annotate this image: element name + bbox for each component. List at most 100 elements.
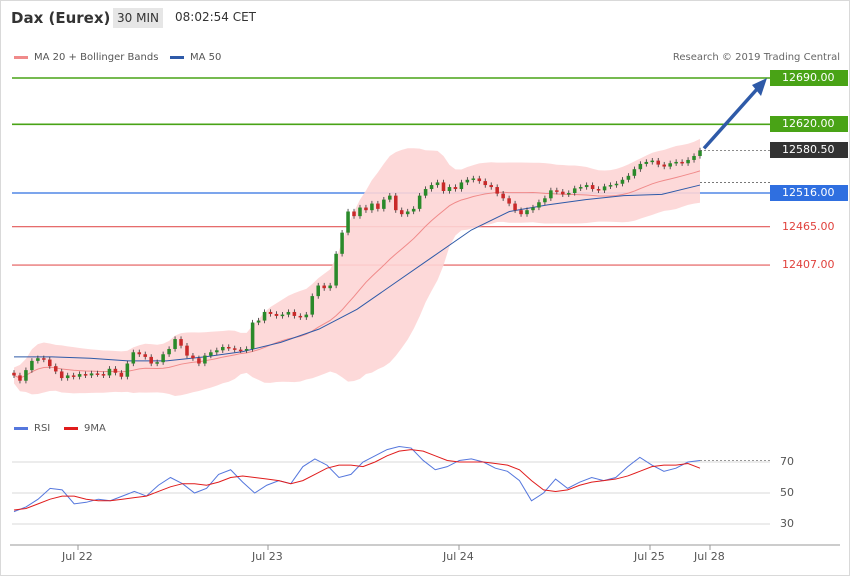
price-tag: 12620.00 [770, 116, 848, 133]
candle-body [417, 195, 422, 209]
candle-body [656, 160, 661, 165]
candle-body [489, 185, 493, 188]
candle-body [59, 371, 64, 379]
credit-text: Research © 2019 Trading Central [672, 52, 840, 63]
candle-body [203, 355, 207, 364]
candle-body [525, 210, 529, 215]
candle-body [501, 193, 505, 199]
candle-body [608, 185, 613, 187]
candle-body [65, 375, 70, 379]
candle-body [393, 195, 398, 211]
candle-body [483, 181, 488, 186]
legend-rsi: RSI [14, 423, 50, 434]
candle-body [596, 189, 601, 191]
candle-body [334, 253, 338, 286]
candle-body [423, 189, 428, 196]
candle-body [316, 285, 321, 297]
rsi-axis-label: 30 [780, 517, 794, 530]
chart-header: Dax (Eurex) 30 MIN 08:02:54 CET [0, 0, 850, 36]
candle-body [209, 352, 213, 356]
candle-body [555, 190, 559, 192]
candle-body [620, 179, 625, 184]
instrument-title: Dax (Eurex) [11, 9, 111, 27]
candle-body [232, 348, 237, 350]
candle-body [376, 203, 380, 209]
candle-body [137, 352, 142, 355]
candle-body [543, 198, 547, 203]
x-axis-label: Jul 25 [634, 550, 665, 563]
interval-selector[interactable]: 30 MIN [113, 8, 163, 28]
candle-body [101, 374, 106, 376]
candle-body [119, 372, 124, 377]
legend-bollinger: MA 20 + Bollinger Bands [14, 52, 158, 63]
candle-body [310, 296, 315, 315]
candle-body [298, 315, 303, 318]
candle-body [537, 202, 541, 208]
bollinger-swatch [14, 55, 28, 59]
candle-body [113, 368, 118, 373]
candle-body [262, 311, 267, 321]
candle-body [256, 320, 261, 323]
candle-body [167, 348, 171, 355]
candle-body [561, 191, 565, 195]
rsi-ma-line [13, 449, 701, 511]
candle-body [244, 348, 249, 351]
candle-body [370, 203, 374, 211]
price-tag: 12690.00 [770, 70, 848, 86]
rsi-axis-label: 70 [780, 455, 794, 468]
x-axis-label: Jul 28 [694, 550, 725, 563]
candle-body [71, 375, 76, 377]
rsi-swatch [14, 426, 28, 430]
candle-body [18, 375, 22, 381]
price-tag: 12407.00 [782, 258, 835, 272]
candle-body [280, 314, 285, 317]
candle-body [614, 183, 619, 186]
candle-body [698, 150, 702, 156]
candle-body [477, 178, 482, 182]
legend-ma50-label: MA 50 [190, 52, 222, 63]
candle-body [83, 374, 88, 376]
candle-body [465, 179, 470, 183]
candle-body [221, 346, 225, 351]
candle-body [364, 207, 368, 211]
candle-body [197, 358, 201, 364]
rsi-axis-label: 50 [780, 486, 794, 499]
rsi-ma-swatch [64, 426, 78, 430]
candle-body [405, 211, 410, 215]
legend-rsi-ma-label: 9MA [84, 423, 106, 434]
candle-body [30, 360, 34, 371]
candle-body [650, 160, 655, 163]
candle-body [626, 175, 631, 180]
candle-body [519, 210, 523, 215]
candle-body [531, 207, 535, 211]
candle-body [328, 285, 332, 289]
candle-body [12, 372, 16, 376]
candle-body [143, 354, 148, 357]
candle-body [674, 161, 678, 164]
candle-body [286, 311, 291, 315]
candle-body [191, 355, 195, 359]
candle-body [459, 182, 464, 190]
candle-body [411, 208, 416, 212]
legend-rsi-label: RSI [34, 423, 51, 434]
candle-body [447, 187, 452, 192]
candle-body [215, 350, 219, 353]
candle-body [107, 368, 112, 376]
forecast-arrowhead [752, 78, 767, 96]
candle-body [36, 358, 40, 361]
candle-body [48, 359, 52, 367]
candle-body [495, 187, 499, 194]
candle-body [155, 362, 159, 364]
forecast-arrow [702, 86, 760, 150]
legend-ma50: MA 50 [170, 52, 221, 63]
candle-body [358, 207, 362, 217]
legend-rsi-ma: 9MA [64, 423, 106, 434]
candle-body [638, 163, 643, 170]
candle-body [149, 356, 153, 364]
candle-body [471, 178, 476, 180]
candle-body [340, 232, 344, 254]
candle-body [95, 373, 100, 375]
ma50-line [14, 184, 701, 362]
candle-body [322, 285, 326, 289]
candle-body [352, 211, 356, 217]
